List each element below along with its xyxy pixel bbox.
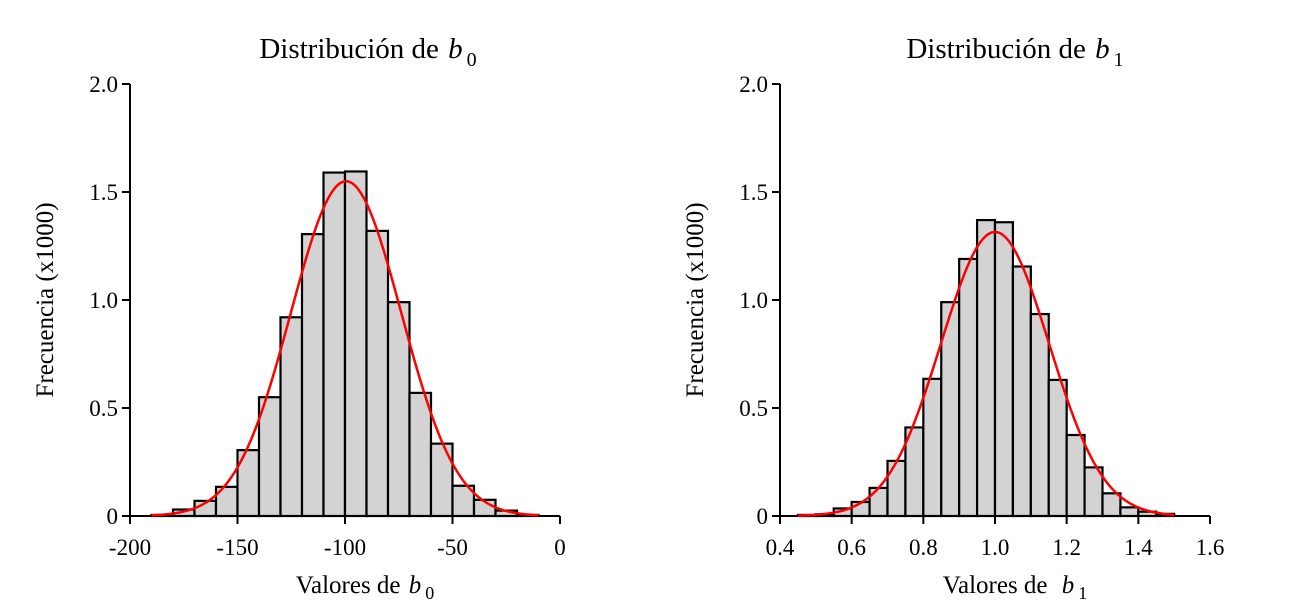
b1-x-tick-label-4: 1.2 [1052,535,1081,560]
b1-y-tick-label-1: 0.5 [739,396,768,421]
b0-x-tick-label-2: -100 [324,535,366,560]
b0-bar-13 [429,442,454,518]
b0-x-tick-label-0: -200 [109,535,151,560]
b1-density-curve [797,230,1175,517]
b0-y-tick-label-3: 1.5 [89,180,118,205]
b1-x-tick-label-6: 1.6 [1196,535,1225,560]
b1-axes: 0 0.5 1.0 1.5 2.0 0.4 0.6 0.8 1.0 1.2 1.4 1.6 [739,72,1224,560]
b0-y-tick-label-1: 0.5 [89,396,118,421]
b1-bar-5 [886,459,907,518]
b1-y-axis-label: Frecuencia (x1000) [682,202,709,397]
b0-bar-7 [300,233,325,518]
b1-y-tick-label-3: 1.5 [739,180,768,205]
b1-bars [796,218,1176,518]
b0-bar-5 [257,396,282,518]
b0-bar-10 [365,229,390,518]
b1-y-tick-label-4: 2.0 [739,72,768,97]
b0-y-tick-label-2: 1.0 [89,288,118,313]
b0-y-axis-label: Frecuencia (x1000) [32,202,59,397]
b1-x-tick-label-5: 1.4 [1124,535,1153,560]
b1-x-tick-label-1: 0.6 [837,535,866,560]
b1-bar-11 [993,221,1015,518]
b1-bar-15 [1065,433,1086,518]
b1-bar-7 [922,377,943,518]
b1-y-tick-label-2: 1.0 [739,288,768,313]
b0-y-tick-label-4: 2.0 [89,72,118,97]
b0-bars [150,170,540,518]
b1-bar-14 [1047,378,1068,518]
b0-y-tick-label-0: 0 [107,504,119,529]
b1-y-tick-label-0: 0 [757,504,769,529]
b0-x-tick-label-4: 0 [554,535,566,560]
b0-density-curve [151,180,539,517]
b1-bar-17 [1101,492,1122,518]
b0-axes: 0 0.5 1.0 1.5 2.0 -200 -150 -100 -50 0 [89,72,566,560]
b1-bar-12 [1011,265,1032,518]
b1-x-tick-label-3: 1.0 [981,535,1010,560]
b0-bar-6 [279,316,304,518]
b0-bar-8 [322,171,347,518]
b1-bar-9 [958,257,979,518]
b0-bar-9 [343,170,368,518]
b1-bar-10 [975,218,997,518]
b1-x-tick-label-2: 0.8 [909,535,938,560]
b1-x-tick-label-0: 0.4 [766,535,795,560]
b1-bar-13 [1029,312,1050,518]
b0-x-tick-label-1: -150 [216,535,258,560]
b0-bar-12 [408,391,433,518]
b0-x-tick-label-3: -50 [437,535,468,560]
b1-bar-18 [1119,506,1140,518]
b1-bar-4 [868,486,889,518]
